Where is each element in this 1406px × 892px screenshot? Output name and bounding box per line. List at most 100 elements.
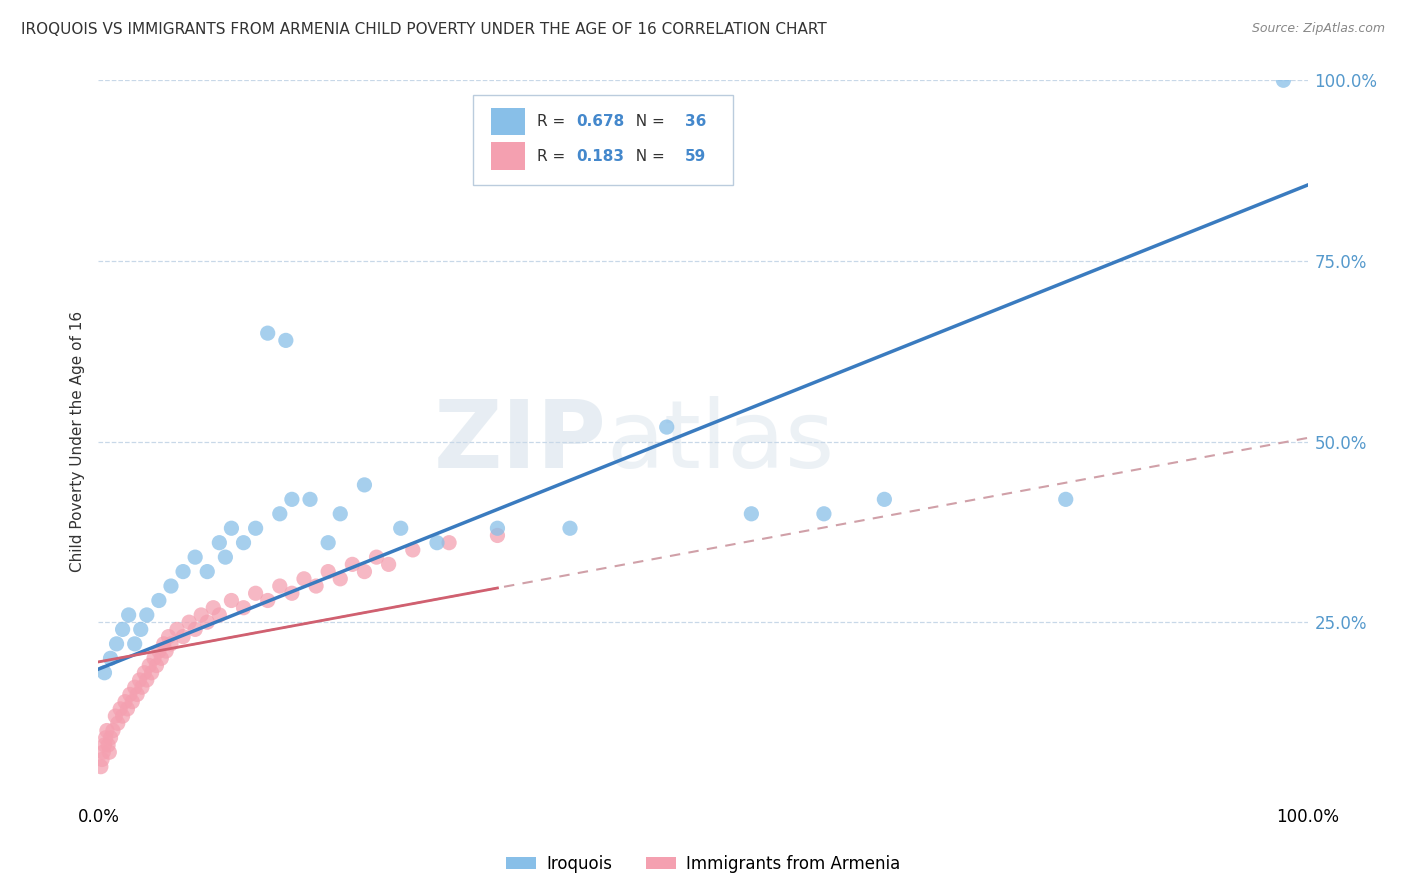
Point — [245, 521, 267, 535]
Text: atlas: atlas — [606, 395, 835, 488]
Point — [124, 637, 146, 651]
Point — [202, 600, 225, 615]
Point — [195, 565, 218, 579]
Point — [179, 615, 201, 630]
Point — [486, 528, 509, 542]
Point — [402, 542, 425, 557]
Point — [329, 507, 352, 521]
Point — [184, 550, 207, 565]
Point — [342, 558, 364, 572]
Point — [127, 687, 149, 701]
Point — [172, 630, 194, 644]
Point — [94, 731, 117, 745]
Point — [100, 651, 122, 665]
Point — [104, 709, 127, 723]
Point — [353, 478, 375, 492]
Point — [148, 644, 170, 658]
Point — [437, 535, 460, 549]
Point — [157, 630, 180, 644]
Point — [143, 651, 166, 665]
Point — [97, 738, 120, 752]
Point — [111, 623, 134, 637]
Point — [1272, 73, 1295, 87]
Point — [91, 752, 114, 766]
Point — [1054, 492, 1077, 507]
Point — [141, 665, 163, 680]
Point — [269, 579, 291, 593]
Point — [96, 723, 118, 738]
Point — [101, 723, 124, 738]
Point — [377, 558, 399, 572]
Text: 36: 36 — [685, 114, 706, 129]
Point — [305, 579, 328, 593]
Point — [214, 550, 236, 565]
Text: N =: N = — [626, 114, 669, 129]
Text: 0.183: 0.183 — [576, 149, 624, 163]
FancyBboxPatch shape — [474, 95, 734, 185]
Point — [426, 535, 449, 549]
Point — [135, 673, 157, 687]
Point — [172, 565, 194, 579]
Point — [221, 593, 243, 607]
Point — [292, 572, 315, 586]
Point — [281, 586, 304, 600]
Point — [232, 535, 254, 549]
Point — [111, 709, 134, 723]
Point — [873, 492, 896, 507]
Point — [118, 607, 141, 622]
Point — [245, 586, 267, 600]
Point — [232, 600, 254, 615]
Point — [316, 565, 339, 579]
Point — [117, 702, 139, 716]
Point — [148, 593, 170, 607]
Point — [100, 731, 122, 745]
Point — [190, 607, 212, 622]
Point — [108, 702, 131, 716]
Y-axis label: Child Poverty Under the Age of 16: Child Poverty Under the Age of 16 — [69, 311, 84, 572]
Point — [655, 420, 678, 434]
Point — [98, 745, 121, 759]
Point — [299, 492, 322, 507]
Point — [486, 521, 509, 535]
Point — [114, 695, 136, 709]
Point — [105, 637, 128, 651]
Point — [131, 680, 153, 694]
Point — [353, 565, 375, 579]
Bar — [492, 143, 526, 169]
Point — [107, 716, 129, 731]
Point — [124, 680, 146, 694]
Point — [813, 507, 835, 521]
Point — [118, 687, 141, 701]
Point — [160, 637, 183, 651]
Point — [740, 507, 762, 521]
Point — [155, 644, 177, 658]
Point — [129, 623, 152, 637]
Point — [366, 550, 388, 565]
Point — [93, 665, 115, 680]
Legend: Iroquois, Immigrants from Armenia: Iroquois, Immigrants from Armenia — [499, 848, 907, 880]
Point — [160, 579, 183, 593]
Text: N =: N = — [626, 149, 669, 163]
Point — [558, 521, 581, 535]
Bar — [492, 108, 526, 136]
Point — [195, 615, 218, 630]
Text: 59: 59 — [685, 149, 706, 163]
Point — [166, 623, 188, 637]
Text: R =: R = — [537, 114, 571, 129]
Point — [329, 572, 352, 586]
Point — [256, 593, 278, 607]
Point — [93, 738, 115, 752]
Point — [152, 637, 174, 651]
Point — [281, 492, 304, 507]
Text: Source: ZipAtlas.com: Source: ZipAtlas.com — [1251, 22, 1385, 36]
Point — [269, 507, 291, 521]
Point — [145, 658, 167, 673]
Point — [316, 535, 339, 549]
Point — [274, 334, 297, 348]
Point — [256, 326, 278, 340]
Point — [208, 535, 231, 549]
Point — [138, 658, 160, 673]
Point — [389, 521, 412, 535]
Point — [150, 651, 173, 665]
Point — [184, 623, 207, 637]
